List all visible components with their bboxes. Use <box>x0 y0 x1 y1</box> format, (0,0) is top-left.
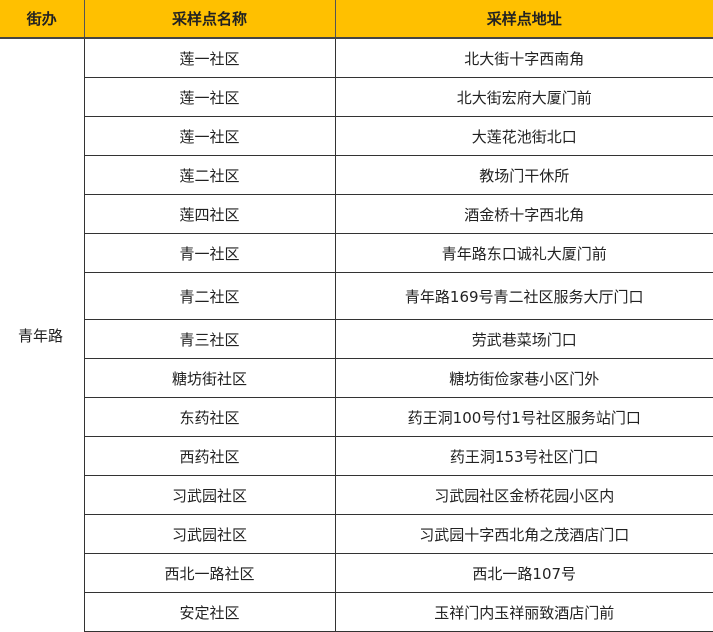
header-site-name: 采样点名称 <box>84 0 336 39</box>
site-address-cell: 劳武巷菜场门口 <box>334 319 713 359</box>
header-row: 街办 采样点名称 采样点地址 <box>0 0 713 39</box>
site-address-cell: 药王洞100号付1号社区服务站门口 <box>334 397 713 437</box>
table-row: 习武园社区 习武园社区金桥花园小区内 <box>0 475 713 515</box>
site-name-cell: 青一社区 <box>83 233 336 273</box>
site-address-cell: 玉祥门内玉祥丽致酒店门前 <box>334 592 713 632</box>
district-cell: 青年路 <box>0 37 85 632</box>
table-row: 东药社区 药王洞100号付1号社区服务站门口 <box>0 397 713 437</box>
site-name-cell: 莲一社区 <box>83 37 336 78</box>
site-address-cell: 西北一路107号 <box>334 553 713 593</box>
site-name-cell: 莲一社区 <box>83 116 336 156</box>
table-row: 莲二社区 教场门干休所 <box>0 155 713 195</box>
site-name-cell: 莲四社区 <box>83 194 336 234</box>
site-address-cell: 药王洞153号社区门口 <box>334 436 713 476</box>
table-row: 青年路 莲一社区 北大街十字西南角 <box>0 37 713 632</box>
table-row: 糖坊街社区 糖坊街俭家巷小区门外 <box>0 358 713 398</box>
site-name-cell: 莲二社区 <box>83 155 336 195</box>
site-name-cell: 糖坊街社区 <box>83 358 336 398</box>
site-name-cell: 习武园社区 <box>83 475 336 515</box>
table-row: 安定社区 玉祥门内玉祥丽致酒店门前 <box>0 592 713 632</box>
site-address-cell: 青年路169号青二社区服务大厅门口 <box>334 272 713 320</box>
site-address-cell: 北大街宏府大厦门前 <box>334 77 713 117</box>
site-name-cell: 西北一路社区 <box>83 553 336 593</box>
site-address-cell: 青年路东口诚礼大厦门前 <box>334 233 713 273</box>
header-district: 街办 <box>0 0 85 39</box>
site-address-cell: 大莲花池街北口 <box>334 116 713 156</box>
site-name-cell: 莲一社区 <box>83 77 336 117</box>
site-name-cell: 青二社区 <box>83 272 336 320</box>
site-name-cell: 西药社区 <box>83 436 336 476</box>
header-site-address: 采样点地址 <box>335 0 713 39</box>
table-row: 西北一路社区 西北一路107号 <box>0 553 713 593</box>
table-row: 青二社区 青年路169号青二社区服务大厅门口 <box>0 272 713 320</box>
table-row: 青三社区 劳武巷菜场门口 <box>0 319 713 359</box>
site-address-cell: 教场门干休所 <box>334 155 713 195</box>
site-address-cell: 习武园社区金桥花园小区内 <box>334 475 713 515</box>
site-name-cell: 东药社区 <box>83 397 336 437</box>
table-row: 青一社区 青年路东口诚礼大厦门前 <box>0 233 713 273</box>
site-address-cell: 习武园十字西北角之茂酒店门口 <box>334 514 713 554</box>
table-row: 莲四社区 酒金桥十字西北角 <box>0 194 713 234</box>
site-name-cell: 青三社区 <box>83 319 336 359</box>
table-row: 习武园社区 习武园十字西北角之茂酒店门口 <box>0 514 713 554</box>
table-row: 莲一社区 大莲花池街北口 <box>0 116 713 156</box>
site-name-cell: 安定社区 <box>83 592 336 632</box>
site-address-cell: 酒金桥十字西北角 <box>334 194 713 234</box>
site-name-cell: 习武园社区 <box>83 514 336 554</box>
table-row: 莲一社区 北大街宏府大厦门前 <box>0 77 713 117</box>
site-address-cell: 糖坊街俭家巷小区门外 <box>334 358 713 398</box>
site-address-cell: 北大街十字西南角 <box>334 37 713 78</box>
table-row: 西药社区 药王洞153号社区门口 <box>0 436 713 476</box>
